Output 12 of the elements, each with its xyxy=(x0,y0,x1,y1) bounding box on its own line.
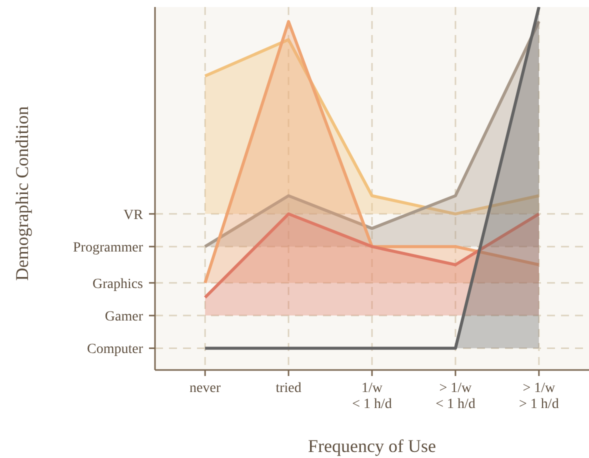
x-tick-label: > 1/w < 1 h/d xyxy=(436,381,476,412)
x-axis-title: Frequency of Use xyxy=(308,436,436,456)
ref-line-label: Computer xyxy=(87,342,144,358)
ref-line-label: Gamer xyxy=(104,309,144,324)
x-tick-label: > 1/w > 1 h/d xyxy=(519,381,559,412)
x-tick-label: tried xyxy=(276,381,302,396)
ref-line-label: Graphics xyxy=(92,276,143,292)
x-tick-label: 1/w < 1 h/d xyxy=(352,381,392,412)
ref-line-label: VR xyxy=(124,208,144,223)
x-tick-label: never xyxy=(190,381,221,396)
text: Demographic Condition xyxy=(12,106,32,281)
ref-line-label: Programmer xyxy=(73,240,144,256)
